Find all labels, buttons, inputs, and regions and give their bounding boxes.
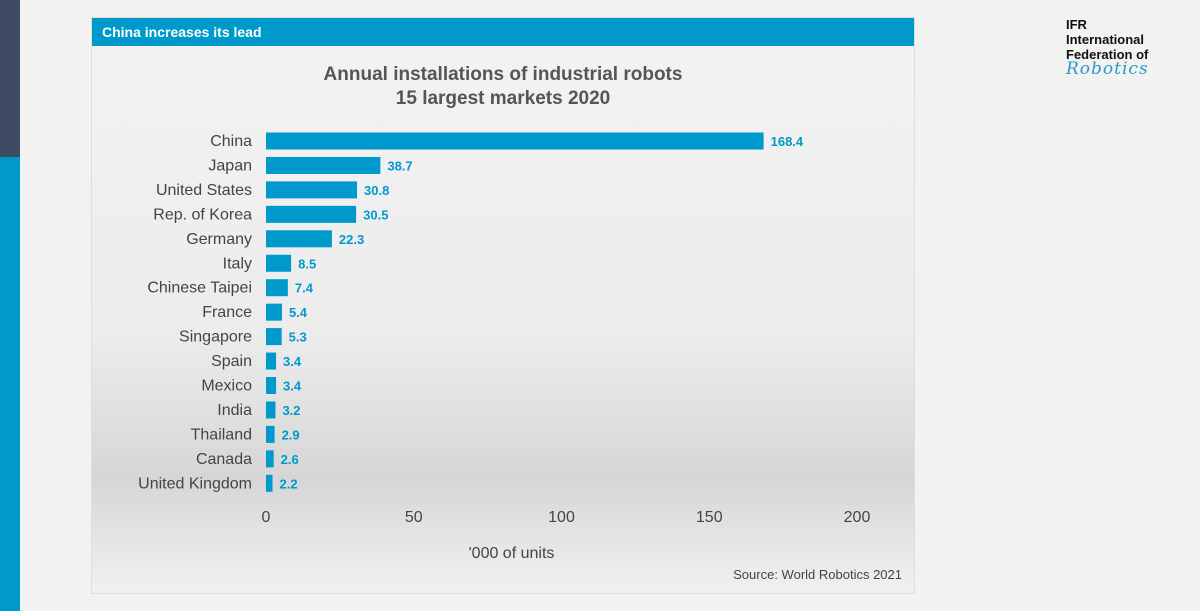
data-label: 30.8 <box>364 183 389 198</box>
x-tick-label: 100 <box>548 509 575 526</box>
data-label: 2.6 <box>281 452 299 467</box>
data-label: 2.9 <box>282 427 300 442</box>
bar <box>266 181 358 199</box>
bar-chart: China 168.4 Japan 38.7 United States 30.8 Rep.… <box>138 132 871 562</box>
x-tick-label: 0 <box>262 509 271 526</box>
bar <box>266 156 381 174</box>
data-label: 3.4 <box>283 354 302 369</box>
data-label: 5.3 <box>289 330 307 345</box>
category-label: India <box>217 402 252 419</box>
data-label: 3.4 <box>283 379 302 394</box>
data-label: 22.3 <box>339 232 364 247</box>
category-label: Italy <box>223 255 252 272</box>
logo-text: IFR <box>1066 17 1087 32</box>
bar <box>266 425 275 443</box>
data-label: 38.7 <box>387 158 412 173</box>
ifr-logo: IFR International Federation of Robotics <box>1066 17 1149 79</box>
x-tick-label: 50 <box>405 509 423 526</box>
data-label: 7.4 <box>295 281 314 296</box>
data-label: 2.2 <box>280 476 298 491</box>
bar <box>266 279 288 297</box>
chart-title: Annual installations of industrial robot… <box>92 63 914 111</box>
chart-title-line2: 15 largest markets 2020 <box>395 88 611 109</box>
data-label: 5.4 <box>289 305 308 320</box>
logo-text: International <box>1066 32 1145 47</box>
bar <box>266 474 273 492</box>
data-label: 8.5 <box>298 256 316 271</box>
bar <box>266 401 276 419</box>
bar <box>266 352 277 370</box>
category-label: France <box>202 304 252 321</box>
bar <box>266 132 764 150</box>
category-label: Mexico <box>201 378 252 395</box>
category-label: Japan <box>208 157 252 174</box>
sidebar-accent-blue <box>0 157 20 611</box>
source-note: Source: World Robotics 2021 <box>733 567 902 582</box>
sidebar-accent-dark <box>0 0 20 157</box>
category-label: Spain <box>211 353 252 370</box>
bar <box>266 230 332 248</box>
logo-script: Robotics <box>1066 59 1149 79</box>
chart-panel: China increases its lead Annual installa… <box>91 17 915 594</box>
panel-header: China increases its lead <box>92 18 914 46</box>
x-tick-label: 200 <box>844 509 871 526</box>
bar <box>266 254 292 272</box>
category-label: Chinese Taipei <box>147 280 252 297</box>
x-axis-label: '000 of units <box>469 545 555 562</box>
data-label: 168.4 <box>771 134 804 149</box>
category-label: Rep. of Korea <box>153 206 252 223</box>
bar <box>266 205 357 223</box>
data-label: 30.5 <box>363 207 388 222</box>
category-label: China <box>210 133 252 150</box>
bar <box>266 303 282 321</box>
data-label: 3.2 <box>282 403 300 418</box>
logo-text: Federation of <box>1066 47 1149 62</box>
bar <box>266 377 277 394</box>
category-label: Germany <box>186 231 252 248</box>
chart-title-line1: Annual installations of industrial robot… <box>323 64 683 85</box>
category-label: United Kingdom <box>138 475 252 492</box>
category-label: Canada <box>196 451 252 468</box>
category-label: Singapore <box>179 329 252 346</box>
x-tick-label: 150 <box>696 509 723 526</box>
bar <box>266 328 282 346</box>
category-label: Thailand <box>191 426 252 443</box>
bar <box>266 450 274 468</box>
category-label: United States <box>156 182 252 199</box>
